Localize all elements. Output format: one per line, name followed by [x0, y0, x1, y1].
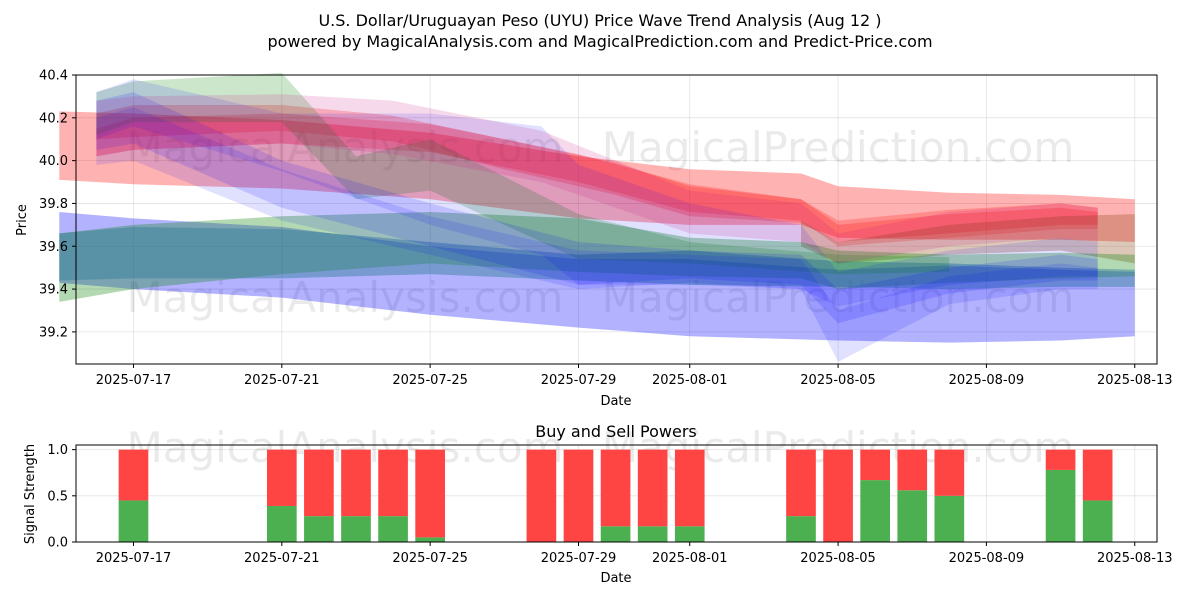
- price-y-tick-label: 39.2: [39, 325, 68, 340]
- price-y-tick-label: 39.8: [39, 197, 68, 212]
- price-x-axis-label: Date: [600, 394, 631, 409]
- buy-bar: [897, 490, 928, 542]
- sell-bar: [266, 449, 297, 506]
- sell-bar: [823, 449, 853, 542]
- sell-bar: [415, 449, 445, 538]
- buy-bar: [600, 526, 631, 542]
- buy-sell-y-ticks: 0.0 0.5 1.0: [47, 443, 76, 551]
- price-x-tick-label: 2025-08-01: [652, 373, 728, 388]
- price-wave-plot: MagicalAnalysis.com MagicalPrediction.co…: [15, 69, 1173, 410]
- price-band-7: [59, 227, 1135, 290]
- buy-sell-bars: [118, 449, 1113, 542]
- price-x-tick-label: 2025-07-25: [392, 373, 468, 388]
- buy-sell-x-axis-label: Date: [600, 571, 631, 586]
- sell-bar: [600, 449, 631, 527]
- price-band-8: [96, 72, 950, 275]
- price-x-tick-label: 2025-08-13: [1097, 373, 1173, 388]
- buy-sell-x-tick-label: 2025-07-29: [541, 551, 617, 566]
- price-axes-frame: [75, 74, 1158, 365]
- buy-bar: [1082, 500, 1113, 542]
- buy-sell-y-axis-label: Signal Strength: [23, 444, 38, 544]
- buy-sell-x-tick-label: 2025-08-05: [800, 551, 876, 566]
- price-bands: [59, 72, 1135, 362]
- price-band-5: [59, 212, 1135, 343]
- sell-bar: [563, 449, 594, 542]
- price-y-tick-label: 39.6: [39, 240, 68, 255]
- price-band-3: [96, 113, 1098, 247]
- sell-bar: [341, 449, 371, 517]
- buy-sell-x-tick-label: 2025-08-13: [1097, 551, 1173, 566]
- price-x-tick-label: 2025-07-29: [541, 373, 617, 388]
- price-band-10: [96, 92, 1098, 324]
- buy-bar: [934, 495, 965, 542]
- price-y-tick-label: 40.0: [39, 154, 68, 169]
- buy-sell-x-ticks: 2025-07-17 2025-07-21 2025-07-25 2025-07-29…: [96, 542, 1173, 566]
- sell-bar: [526, 449, 557, 542]
- buy-bar: [637, 526, 668, 542]
- price-y-ticks: 39.2 39.4 39.6 39.8 40.0 40.2 40.4: [39, 69, 76, 340]
- price-y-tick-label: 39.4: [39, 283, 68, 298]
- sell-bar: [637, 449, 668, 527]
- sell-bar: [118, 449, 149, 501]
- sell-bar: [897, 449, 928, 491]
- chart-title: U.S. Dollar/Uruguayan Peso (UYU) Price W…: [318, 11, 881, 30]
- buy-sell-axes-frame: [75, 444, 1158, 543]
- buy-bar: [674, 526, 705, 542]
- buy-sell-x-tick-label: 2025-08-01: [652, 551, 728, 566]
- buy-sell-x-tick-label: 2025-07-21: [244, 551, 320, 566]
- buy-sell-x-tick-label: 2025-07-25: [392, 551, 468, 566]
- price-watermarks: MagicalAnalysis.com MagicalPrediction.co…: [127, 123, 1075, 322]
- buy-bar: [786, 516, 816, 542]
- watermark-prediction-mid: MagicalPrediction.com: [602, 273, 1075, 322]
- price-band-2: [96, 105, 1098, 242]
- sell-bar: [786, 449, 816, 517]
- sell-bar: [934, 449, 965, 496]
- buy-bar: [304, 516, 334, 542]
- buy-sell-y-tick-label: 0.5: [47, 489, 68, 504]
- price-band-12: [96, 94, 1098, 264]
- price-band-4: [801, 214, 1135, 264]
- price-y-tick-label: 40.2: [39, 111, 68, 126]
- buy-sell-title: Buy and Sell Powers: [535, 422, 697, 441]
- watermark-analysis-top: MagicalAnalysis.com: [127, 123, 564, 172]
- buy-sell-x-tick-label: 2025-07-17: [96, 551, 172, 566]
- buy-bar: [266, 505, 297, 542]
- price-y-tick-label: 40.4: [39, 69, 68, 84]
- price-x-ticks: 2025-07-17 2025-07-21 2025-07-25 2025-07-29…: [96, 364, 1173, 388]
- buy-bar: [415, 537, 445, 542]
- price-x-tick-label: 2025-08-05: [800, 373, 876, 388]
- buy-bar: [378, 516, 408, 542]
- sell-bar: [1045, 449, 1076, 470]
- price-band-6: [59, 212, 1135, 302]
- sell-bar: [860, 449, 890, 481]
- price-x-tick-label: 2025-08-09: [949, 373, 1025, 388]
- price-x-tick-label: 2025-07-21: [244, 373, 320, 388]
- buy-bar: [1045, 469, 1076, 542]
- buy-sell-y-tick-label: 0.0: [47, 536, 68, 551]
- buy-sell-plot: Buy and Sell Powers MagicalAnalysis.com …: [23, 422, 1173, 586]
- price-y-axis-label: Price: [15, 204, 30, 236]
- buy-bar: [860, 480, 890, 542]
- buy-sell-x-tick-label: 2025-08-09: [949, 551, 1025, 566]
- chart-subtitle: powered by MagicalAnalysis.com and Magic…: [267, 32, 932, 51]
- buy-sell-y-tick-label: 1.0: [47, 443, 68, 458]
- sell-bar: [304, 449, 334, 517]
- buy-bar: [341, 516, 371, 542]
- watermark-analysis-mid: MagicalAnalysis.com: [127, 273, 564, 322]
- price-x-tick-label: 2025-07-17: [96, 373, 172, 388]
- buy-bar: [118, 500, 149, 542]
- watermark-prediction-top: MagicalPrediction.com: [602, 123, 1075, 172]
- sell-bar: [674, 449, 705, 527]
- sell-bar: [1082, 449, 1113, 501]
- sell-bar: [378, 449, 408, 517]
- price-band-1: [59, 111, 1135, 243]
- price-band-9: [96, 79, 1098, 307]
